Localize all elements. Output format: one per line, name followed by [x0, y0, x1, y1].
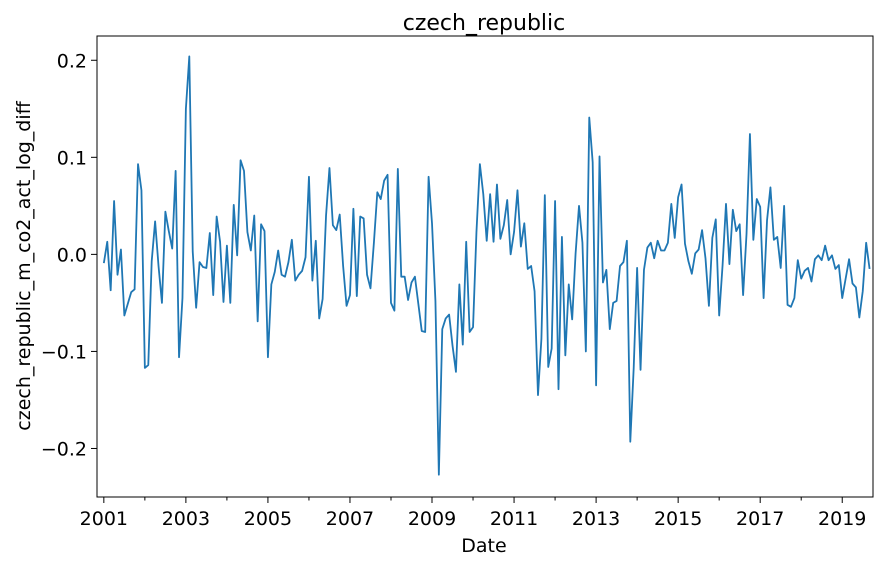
plot-frame — [96, 35, 874, 498]
x-axis-label: Date — [461, 535, 506, 557]
x-tick-label: 2019 — [818, 508, 866, 530]
y-tick-label: −0.1 — [41, 341, 87, 363]
x-tick-label: 2017 — [736, 508, 784, 530]
y-axis-ticks: −0.2 −0.1 0.0 0.1 0.2 — [41, 50, 97, 460]
x-tick-label: 2001 — [80, 508, 128, 530]
chart-title: czech_republic — [403, 11, 566, 36]
x-tick-label: 2009 — [408, 508, 456, 530]
x-tick-label: 2013 — [572, 508, 620, 530]
y-tick-label: −0.2 — [41, 438, 87, 460]
x-tick-label: 2005 — [244, 508, 292, 530]
x-axis-ticks: 2001 2003 2005 2007 2009 2011 2013 2015 2017 2019 — [80, 497, 866, 530]
y-tick-label: 0.2 — [57, 50, 87, 72]
x-tick-label: 2015 — [654, 508, 702, 530]
series-line — [102, 55, 871, 476]
x-tick-label: 2007 — [326, 508, 374, 530]
x-tick-label: 2003 — [162, 508, 210, 530]
y-tick-label: 0.0 — [57, 244, 87, 266]
x-tick-label: 2011 — [490, 508, 538, 530]
y-tick-label: 0.1 — [57, 147, 87, 169]
y-axis-label: czech_republic_m_co2_act_log_diff — [13, 100, 35, 430]
